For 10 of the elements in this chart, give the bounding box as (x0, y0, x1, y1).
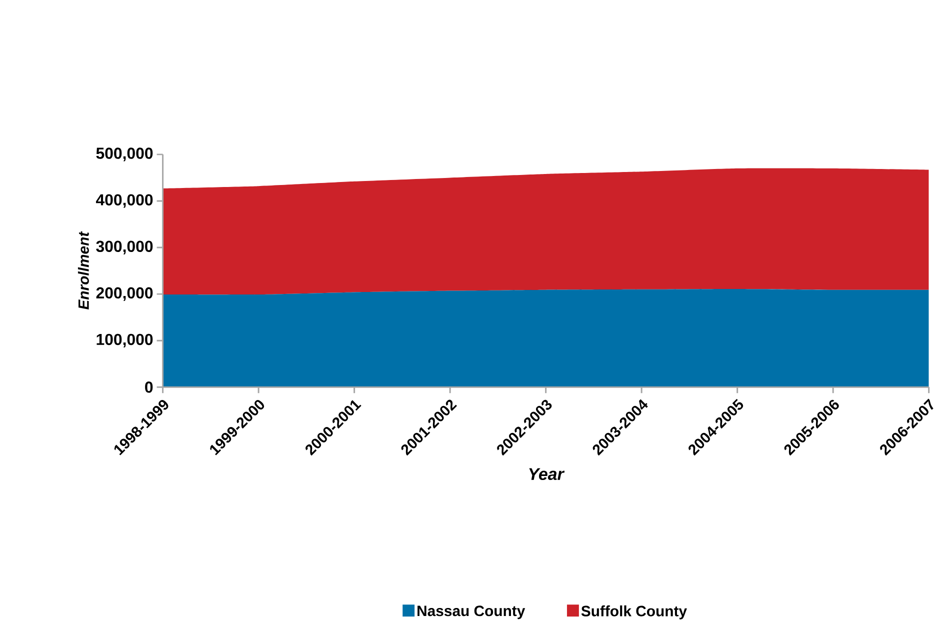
y-tick-label: 400,000 (96, 194, 153, 208)
y-tick-label: 300,000 (96, 240, 153, 254)
y-tick-label: 0 (145, 382, 153, 393)
x-axis-title: Year (529, 468, 565, 480)
legend-label: Nassau County (418, 606, 526, 620)
y-tick-label: 200,000 (96, 287, 153, 301)
y-axis-title: Enrollment (78, 231, 89, 310)
y-tick-label: 100,000 (96, 334, 153, 348)
y-tick-label: 500,000 (96, 148, 153, 162)
legend-label: Suffolk County (581, 606, 687, 620)
